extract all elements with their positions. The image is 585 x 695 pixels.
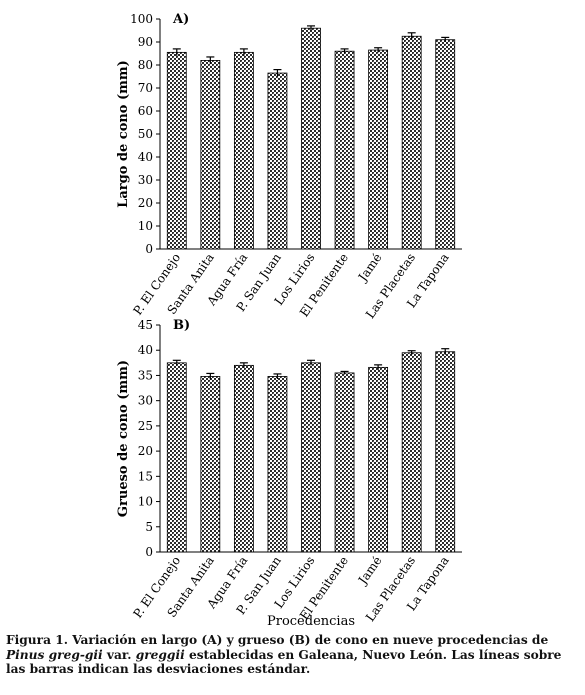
y-tick-label: 100 bbox=[130, 12, 153, 26]
bar bbox=[334, 372, 355, 553]
y-tick-label: 60 bbox=[138, 104, 153, 118]
bar bbox=[334, 50, 355, 250]
figure-caption: Figura 1. Variación en largo (A) y grues… bbox=[6, 633, 578, 677]
bar bbox=[267, 376, 288, 553]
bar bbox=[233, 364, 254, 553]
bar bbox=[435, 351, 456, 553]
category-label: Jamé bbox=[354, 554, 384, 589]
y-tick-label: 10 bbox=[138, 495, 153, 509]
caption-species-name: Pinus greg-gii bbox=[6, 647, 103, 662]
y-tick-label: 70 bbox=[138, 81, 153, 95]
y-tick-label: 20 bbox=[138, 444, 153, 458]
chart-panel-b: 0 5 10 15 20 25 30 35 40 45 B) Grueso de cono (mm) P… bbox=[116, 318, 462, 629]
y-tick-label: 50 bbox=[138, 127, 153, 141]
y-tick-label: 30 bbox=[138, 394, 153, 408]
bar bbox=[368, 49, 389, 250]
caption-variety-name: greggii bbox=[135, 647, 185, 662]
chart-panel-a: 0 10 20 30 40 50 60 70 80 90 100 A) Largo de cono (m… bbox=[116, 12, 462, 321]
category-label: Jamé bbox=[354, 251, 384, 286]
bar bbox=[435, 39, 456, 250]
y-tick-label: 0 bbox=[145, 545, 153, 559]
bar bbox=[166, 51, 187, 250]
bar bbox=[267, 72, 288, 250]
bar bbox=[233, 51, 254, 250]
y-tick-label: 35 bbox=[138, 368, 153, 382]
y-tick-label: 25 bbox=[138, 419, 153, 433]
y-tick-label: 40 bbox=[138, 343, 153, 357]
caption-text-3: establecidas en Galeana, Nuevo León. Las… bbox=[6, 647, 562, 677]
y-tick-label: 20 bbox=[138, 196, 153, 210]
bar bbox=[301, 27, 321, 250]
y-tick-label: 5 bbox=[145, 520, 153, 534]
bar bbox=[301, 362, 321, 553]
panel-label: A) bbox=[172, 12, 189, 27]
y-axis-title: Largo de cono (mm) bbox=[116, 60, 131, 208]
y-tick-label: 45 bbox=[138, 318, 153, 332]
y-tick-label: 90 bbox=[138, 35, 153, 49]
bar bbox=[401, 352, 422, 553]
bar bbox=[200, 376, 221, 553]
bar bbox=[166, 362, 187, 553]
y-tick-label: 10 bbox=[138, 219, 153, 233]
caption-text-1: Figura 1. Variación en largo (A) y grues… bbox=[6, 633, 549, 647]
y-tick-label: 80 bbox=[138, 58, 153, 72]
y-axis-title: Grueso de cono (mm) bbox=[116, 360, 131, 517]
bar bbox=[401, 35, 422, 250]
bar bbox=[200, 60, 221, 250]
y-tick-label: 0 bbox=[145, 242, 153, 256]
y-tick-label: 15 bbox=[138, 469, 153, 483]
panel-label: B) bbox=[173, 318, 190, 333]
y-tick-label: 30 bbox=[138, 173, 153, 187]
y-tick-label: 40 bbox=[138, 150, 153, 164]
x-axis-title: Procedencias bbox=[267, 614, 355, 629]
bar bbox=[368, 366, 389, 553]
caption-text-2: var. bbox=[102, 647, 136, 662]
